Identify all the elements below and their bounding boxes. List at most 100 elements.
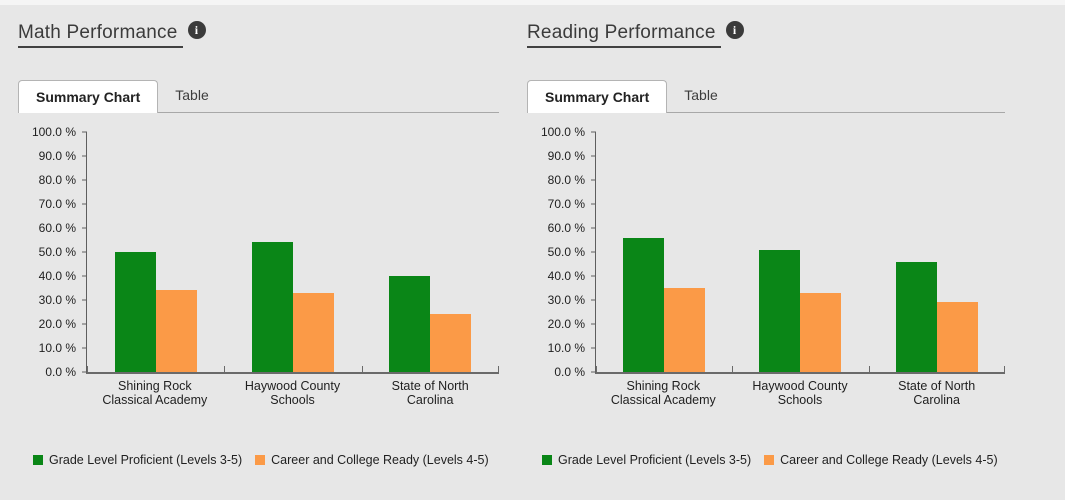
- y-axis-label: 90.0 %: [38, 149, 76, 163]
- legend-label: Career and College Ready (Levels 4-5): [780, 453, 998, 467]
- y-axis-label: 60.0 %: [38, 221, 76, 235]
- y-tick: [82, 347, 87, 349]
- x-axis-label: Shining Rock Classical Academy: [102, 379, 208, 407]
- legend-swatch: [255, 455, 266, 465]
- bar-groups: [87, 132, 499, 372]
- y-axis-label: 50.0 %: [38, 245, 76, 259]
- y-axis-label: 70.0 %: [547, 197, 585, 211]
- legend-label: Career and College Ready (Levels 4-5): [271, 453, 489, 467]
- info-icon-glyph: i: [732, 22, 737, 37]
- bar-group: [224, 132, 361, 372]
- tab-bar: Summary Chart Table: [527, 80, 1005, 113]
- y-tick: [591, 347, 596, 349]
- info-icon-glyph: i: [194, 22, 199, 37]
- y-tick: [591, 323, 596, 325]
- x-axis-label: Shining Rock Classical Academy: [610, 379, 716, 407]
- y-axis-label: 30.0 %: [38, 293, 76, 307]
- page-title: Math Performance i: [18, 20, 499, 48]
- bar[interactable]: [114, 252, 156, 372]
- page-title: Reading Performance i: [527, 20, 1005, 48]
- y-axis-label: 20.0 %: [547, 317, 585, 331]
- y-axis-label: 100.0 %: [31, 125, 76, 139]
- legend: Grade Level Proficient (Levels 3-5) Caree…: [542, 453, 1005, 467]
- legend-item: Grade Level Proficient (Levels 3-5): [542, 453, 751, 467]
- y-tick: [591, 371, 596, 373]
- y-axis-label: 0.0 %: [45, 365, 76, 379]
- x-tick: [596, 366, 597, 372]
- info-icon[interactable]: i: [187, 21, 206, 39]
- y-tick: [591, 251, 596, 253]
- bar[interactable]: [800, 292, 842, 372]
- bar[interactable]: [759, 249, 801, 372]
- bar[interactable]: [389, 276, 431, 372]
- y-tick: [591, 155, 596, 157]
- bar[interactable]: [664, 288, 706, 372]
- y-axis-label: 20.0 %: [38, 317, 76, 331]
- legend-item: Career and College Ready (Levels 4-5): [764, 453, 998, 467]
- y-axis-label: 0.0 %: [554, 365, 585, 379]
- bar-group: [87, 132, 224, 372]
- bar-group: [362, 132, 499, 372]
- y-tick: [82, 179, 87, 181]
- legend-label: Grade Level Proficient (Levels 3-5): [49, 453, 243, 467]
- y-axis-label: 70.0 %: [38, 197, 76, 211]
- math-performance-panel: Math Performance i Summary Chart Table 1…: [18, 16, 499, 467]
- reading-performance-panel: Reading Performance i Summary Chart Tabl…: [527, 16, 1005, 467]
- y-tick: [591, 275, 596, 277]
- x-axis-labels: Shining Rock Classical Academy Haywood Co…: [86, 379, 499, 407]
- tab-table[interactable]: Table: [684, 87, 718, 103]
- bar-group: [732, 132, 868, 372]
- bar[interactable]: [155, 290, 197, 372]
- y-axis-label: 40.0 %: [547, 269, 585, 283]
- chart: 100.0 % 90.0 % 80.0 % 70.0 % 60.0 % 50.0 % 40.…: [18, 125, 499, 407]
- math-title-link[interactable]: Math Performance: [18, 20, 183, 48]
- bar[interactable]: [430, 314, 472, 372]
- tab-summary-chart[interactable]: Summary Chart: [527, 80, 668, 113]
- x-tick: [361, 366, 363, 372]
- chart: 100.0 % 90.0 % 80.0 % 70.0 % 60.0 % 50.0 % 40.…: [527, 125, 1005, 407]
- y-tick: [591, 299, 596, 301]
- x-axis-label: State of North Carolina: [391, 379, 469, 407]
- legend-swatch: [33, 455, 43, 465]
- legend-swatch: [542, 455, 552, 465]
- tab-summary-chart[interactable]: Summary Chart: [18, 80, 159, 113]
- legend-item: Career and College Ready (Levels 4-5): [255, 453, 489, 467]
- y-axis-label: 90.0 %: [547, 149, 585, 163]
- bar[interactable]: [251, 242, 293, 372]
- y-tick: [82, 299, 87, 301]
- x-tick: [87, 366, 88, 372]
- bar[interactable]: [895, 261, 937, 372]
- y-tick: [82, 203, 87, 205]
- x-tick: [732, 366, 734, 372]
- y-axis-label: 60.0 %: [547, 221, 585, 235]
- y-axis-label: 40.0 %: [38, 269, 76, 283]
- y-tick: [591, 203, 596, 205]
- reading-title-link[interactable]: Reading Performance: [527, 20, 721, 48]
- y-axis-label: 50.0 %: [547, 245, 585, 259]
- y-tick: [591, 227, 596, 229]
- y-tick: [82, 227, 87, 229]
- x-tick: [868, 366, 870, 372]
- y-tick: [591, 131, 596, 133]
- page-top-highlight: [0, 0, 1065, 5]
- y-axis-label: 80.0 %: [547, 173, 585, 187]
- y-axis-label: 10.0 %: [547, 341, 585, 355]
- tab-table[interactable]: Table: [175, 87, 209, 103]
- y-tick: [591, 179, 596, 181]
- x-tick: [498, 366, 499, 372]
- x-tick: [224, 366, 226, 372]
- bar[interactable]: [292, 292, 334, 372]
- bar-group: [869, 132, 1005, 372]
- y-tick: [82, 251, 87, 253]
- info-icon[interactable]: i: [725, 21, 744, 39]
- legend-item: Grade Level Proficient (Levels 3-5): [33, 453, 242, 467]
- legend: Grade Level Proficient (Levels 3-5) Caree…: [33, 453, 499, 467]
- y-axis-label: 100.0 %: [540, 125, 585, 139]
- bar[interactable]: [936, 302, 978, 372]
- x-axis-label: Haywood County Schools: [244, 379, 341, 407]
- y-tick: [82, 323, 87, 325]
- x-tick: [1004, 366, 1005, 372]
- bar[interactable]: [623, 237, 665, 372]
- tab-bar: Summary Chart Table: [18, 80, 499, 113]
- y-axis-label: 10.0 %: [38, 341, 76, 355]
